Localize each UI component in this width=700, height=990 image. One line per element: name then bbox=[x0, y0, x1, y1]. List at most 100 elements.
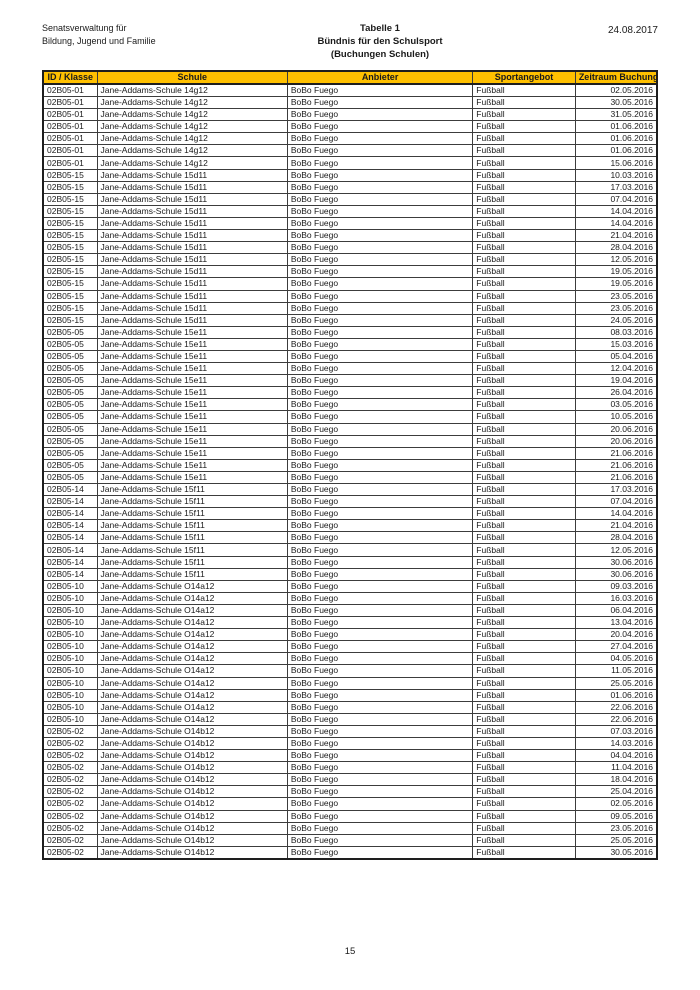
cell-anbieter: BoBo Fuego bbox=[286, 265, 474, 279]
cell-zeitraum-buchung: 19.05.2016 bbox=[574, 265, 658, 279]
cell-zeitraum-buchung: 28.04.2016 bbox=[574, 241, 658, 255]
cell-id-klasse: 02B05-05 bbox=[42, 362, 98, 376]
cell-id-klasse: 02B05-15 bbox=[42, 277, 98, 291]
cell-id-klasse: 02B05-14 bbox=[42, 531, 98, 545]
table-row: 02B05-10 Jane-Addams-Schule O14a12 BoBo Fu… bbox=[42, 616, 658, 630]
column-header-anbieter: Anbieter bbox=[286, 70, 474, 85]
cell-schule: Jane-Addams-Schule 15f11 bbox=[96, 555, 288, 569]
cell-schule: Jane-Addams-Schule O14b12 bbox=[96, 797, 288, 811]
column-header-schule: Schule bbox=[96, 70, 288, 85]
cell-id-klasse: 02B05-14 bbox=[42, 567, 98, 581]
table-row: 02B05-05 Jane-Addams-Schule 15e11 BoBo Fue… bbox=[42, 434, 658, 448]
cell-zeitraum-buchung: 23.05.2016 bbox=[574, 821, 658, 835]
cell-schule: Jane-Addams-Schule 15e11 bbox=[96, 458, 288, 472]
table-row: 02B05-02 Jane-Addams-Schule O14b12 BoBo Fu… bbox=[42, 749, 658, 763]
cell-anbieter: BoBo Fuego bbox=[286, 362, 474, 376]
cell-zeitraum-buchung: 04.04.2016 bbox=[574, 749, 658, 763]
table-row: 02B05-05 Jane-Addams-Schule 15e11 BoBo Fue… bbox=[42, 325, 658, 339]
cell-zeitraum-buchung: 15.03.2016 bbox=[574, 337, 658, 351]
cell-schule: Jane-Addams-Schule 15f11 bbox=[96, 482, 288, 497]
cell-zeitraum-buchung: 19.05.2016 bbox=[574, 277, 658, 291]
cell-sportangebot: Fußball bbox=[472, 736, 576, 751]
cell-id-klasse: 02B05-05 bbox=[42, 349, 98, 364]
cell-schule: Jane-Addams-Schule 14g12 bbox=[96, 95, 288, 110]
table-row: 02B05-05 Jane-Addams-Schule 15e11 BoBo Fue… bbox=[42, 446, 658, 460]
cell-sportangebot: Fußball bbox=[472, 458, 576, 472]
cell-zeitraum-buchung: 30.05.2016 bbox=[574, 845, 658, 860]
table-row: 02B05-14 Jane-Addams-Schule 15f11 BoBo Fue… bbox=[42, 507, 658, 521]
cell-schule: Jane-Addams-Schule 15d11 bbox=[96, 216, 288, 231]
cell-zeitraum-buchung: 21.06.2016 bbox=[574, 458, 658, 472]
cell-zeitraum-buchung: 23.05.2016 bbox=[574, 301, 658, 315]
table-row: 02B05-05 Jane-Addams-Schule 15e11 BoBo Fue… bbox=[42, 374, 658, 388]
cell-sportangebot: Fußball bbox=[472, 349, 576, 364]
cell-sportangebot: Fußball bbox=[472, 277, 576, 291]
cell-schule: Jane-Addams-Schule 15e11 bbox=[96, 374, 288, 388]
cell-sportangebot: Fußball bbox=[472, 168, 576, 182]
cell-schule: Jane-Addams-Schule 14g12 bbox=[96, 132, 288, 146]
cell-sportangebot: Fußball bbox=[472, 120, 576, 134]
cell-anbieter: BoBo Fuego bbox=[286, 555, 474, 569]
cell-anbieter: BoBo Fuego bbox=[286, 543, 474, 557]
cell-id-klasse: 02B05-02 bbox=[42, 833, 98, 847]
cell-id-klasse: 02B05-14 bbox=[42, 482, 98, 497]
cell-zeitraum-buchung: 12.05.2016 bbox=[574, 543, 658, 557]
cell-schule: Jane-Addams-Schule O14b12 bbox=[96, 845, 288, 860]
cell-schule: Jane-Addams-Schule 15e11 bbox=[96, 325, 288, 339]
cell-schule: Jane-Addams-Schule 15d11 bbox=[96, 301, 288, 315]
cell-schule: Jane-Addams-Schule 14g12 bbox=[96, 156, 288, 170]
cell-sportangebot: Fußball bbox=[472, 567, 576, 581]
cell-id-klasse: 02B05-05 bbox=[42, 386, 98, 400]
cell-anbieter: BoBo Fuego bbox=[286, 446, 474, 460]
cell-id-klasse: 02B05-10 bbox=[42, 579, 98, 593]
table-row: 02B05-15 Jane-Addams-Schule 15d11 BoBo Fue… bbox=[42, 313, 658, 327]
table-row: 02B05-15 Jane-Addams-Schule 15d11 BoBo Fue… bbox=[42, 277, 658, 291]
cell-sportangebot: Fußball bbox=[472, 410, 576, 424]
cell-id-klasse: 02B05-05 bbox=[42, 470, 98, 485]
cell-zeitraum-buchung: 21.06.2016 bbox=[574, 470, 658, 485]
cell-id-klasse: 02B05-05 bbox=[42, 434, 98, 448]
table-row: 02B05-10 Jane-Addams-Schule O14a12 BoBo Fu… bbox=[42, 591, 658, 605]
cell-anbieter: BoBo Fuego bbox=[286, 821, 474, 835]
cell-zeitraum-buchung: 05.04.2016 bbox=[574, 349, 658, 364]
cell-schule: Jane-Addams-Schule 14g12 bbox=[96, 83, 288, 97]
cell-schule: Jane-Addams-Schule O14b12 bbox=[96, 749, 288, 763]
cell-sportangebot: Fußball bbox=[472, 95, 576, 110]
cell-schule: Jane-Addams-Schule 15f11 bbox=[96, 531, 288, 545]
table-subtitle-2: (Buchungen Schulen) bbox=[330, 49, 430, 60]
cell-id-klasse: 02B05-15 bbox=[42, 204, 98, 218]
column-header-zeitraum-buchung: Zeitraum Buchung bbox=[574, 70, 658, 85]
table-row: 02B05-15 Jane-Addams-Schule 15d11 BoBo Fue… bbox=[42, 192, 658, 206]
cell-schule: Jane-Addams-Schule 14g12 bbox=[96, 144, 288, 158]
cell-schule: Jane-Addams-Schule 15d11 bbox=[96, 241, 288, 255]
cell-zeitraum-buchung: 17.03.2016 bbox=[574, 180, 658, 194]
cell-anbieter: BoBo Fuego bbox=[286, 761, 474, 775]
table-row: 02B05-01 Jane-Addams-Schule 14g12 BoBo Fue… bbox=[42, 132, 658, 146]
table-row: 02B05-01 Jane-Addams-Schule 14g12 BoBo Fue… bbox=[42, 156, 658, 170]
cell-sportangebot: Fußball bbox=[472, 543, 576, 557]
cell-anbieter: BoBo Fuego bbox=[286, 204, 474, 218]
cell-zeitraum-buchung: 07.04.2016 bbox=[574, 495, 658, 509]
cell-id-klasse: 02B05-15 bbox=[42, 216, 98, 231]
cell-id-klasse: 02B05-15 bbox=[42, 289, 98, 303]
cell-anbieter: BoBo Fuego bbox=[286, 797, 474, 811]
cell-zeitraum-buchung: 21.04.2016 bbox=[574, 229, 658, 243]
table-row: 02B05-10 Jane-Addams-Schule O14a12 BoBo Fu… bbox=[42, 664, 658, 678]
cell-zeitraum-buchung: 12.05.2016 bbox=[574, 253, 658, 267]
cell-sportangebot: Fußball bbox=[472, 301, 576, 315]
table-row: 02B05-02 Jane-Addams-Schule O14b12 BoBo Fu… bbox=[42, 845, 658, 860]
cell-id-klasse: 02B05-02 bbox=[42, 821, 98, 835]
cell-schule: Jane-Addams-Schule 15e11 bbox=[96, 422, 288, 436]
cell-zeitraum-buchung: 15.06.2016 bbox=[574, 156, 658, 170]
cell-schule: Jane-Addams-Schule 15d11 bbox=[96, 204, 288, 218]
cell-schule: Jane-Addams-Schule O14a12 bbox=[96, 676, 288, 690]
cell-anbieter: BoBo Fuego bbox=[286, 120, 474, 134]
table-row: 02B05-10 Jane-Addams-Schule O14a12 BoBo Fu… bbox=[42, 676, 658, 690]
cell-sportangebot: Fußball bbox=[472, 797, 576, 811]
table-title: Tabelle 1 bbox=[360, 23, 400, 34]
cell-schule: Jane-Addams-Schule 15e11 bbox=[96, 349, 288, 364]
document-header: Senatsverwaltung für Bildung, Jugend und… bbox=[42, 22, 658, 64]
cell-anbieter: BoBo Fuego bbox=[286, 83, 474, 97]
cell-anbieter: BoBo Fuego bbox=[286, 652, 474, 666]
cell-id-klasse: 02B05-02 bbox=[42, 845, 98, 860]
